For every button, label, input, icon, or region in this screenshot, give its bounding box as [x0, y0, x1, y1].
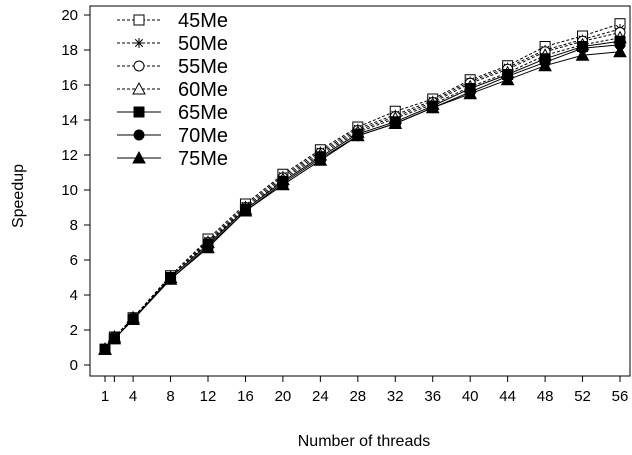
legend-item-60me: 60Me: [117, 79, 228, 101]
legend-marker: [134, 130, 144, 140]
legend-item-45me: 45Me: [117, 10, 228, 32]
x-tick-label: 16: [237, 388, 254, 405]
legend-item-50me: 50Me: [117, 33, 228, 55]
x-tick-label: 28: [349, 388, 366, 405]
legend-marker: [134, 38, 144, 48]
x-axis-label: Number of threads: [298, 433, 431, 450]
x-tick-label: 4: [129, 388, 137, 405]
y-tick-label: 4: [70, 287, 78, 304]
legend-label: 55Me: [178, 56, 228, 78]
y-axis-label: Speedup: [10, 164, 27, 228]
x-tick-label: 20: [275, 388, 292, 405]
y-tick-label: 18: [61, 42, 78, 59]
x-tick-label: 48: [537, 388, 554, 405]
y-tick-label: 8: [70, 217, 78, 234]
x-tick-label: 24: [312, 388, 329, 405]
y-tick-label: 16: [61, 77, 78, 94]
y-tick-label: 10: [61, 182, 78, 199]
y-tick-label: 12: [61, 147, 78, 164]
legend-marker: [134, 61, 144, 71]
legend-label: 50Me: [178, 33, 228, 55]
y-tick-label: 6: [70, 252, 78, 269]
x-tick-label: 36: [424, 388, 441, 405]
y-tick-label: 14: [61, 112, 78, 129]
legend-label: 70Me: [178, 125, 228, 147]
legend-item-55me: 55Me: [117, 56, 228, 78]
x-tick-label: 52: [574, 388, 591, 405]
legend-item-75me: 75Me: [117, 148, 228, 170]
legend-label: 60Me: [178, 79, 228, 101]
legend-label: 65Me: [178, 102, 228, 124]
legend-label: 75Me: [178, 148, 228, 170]
x-tick-label: 40: [462, 388, 479, 405]
y-tick-label: 2: [70, 322, 78, 339]
x-tick-label: 1: [101, 388, 109, 405]
y-tick-label: 0: [70, 357, 78, 374]
x-tick-label: 8: [166, 388, 174, 405]
x-tick-label: 56: [612, 388, 629, 405]
legend-item-65me: 65Me: [117, 102, 228, 124]
legend-item-70me: 70Me: [117, 125, 228, 147]
x-tick-label: 12: [200, 388, 217, 405]
legend-marker: [134, 15, 144, 25]
legend-label: 45Me: [178, 10, 228, 32]
x-tick-label: 44: [499, 388, 516, 405]
x-tick-label: 32: [387, 388, 404, 405]
y-tick-label: 20: [61, 7, 78, 24]
legend-marker: [134, 107, 144, 117]
